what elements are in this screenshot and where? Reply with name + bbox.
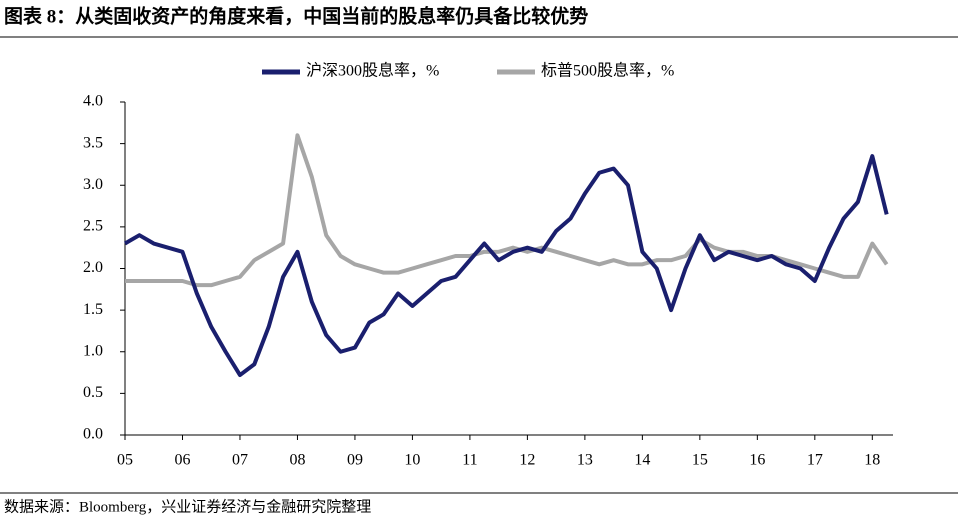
y-tick-label: 1.5: [83, 301, 103, 318]
series-line: [123, 154, 889, 378]
x-tick-label: 07: [232, 452, 248, 469]
x-tick-label: 14: [634, 452, 650, 469]
y-tick-label: 3.5: [83, 134, 103, 151]
y-tick-label: 0.0: [83, 426, 103, 443]
x-tick-label: 11: [462, 452, 477, 469]
y-tick-label: 0.5: [83, 384, 103, 401]
x-tick-label: 15: [692, 452, 708, 469]
y-tick-label: 2.0: [83, 259, 103, 276]
x-tick-label: 10: [404, 452, 420, 469]
chart-title: 图表 8：从类固收资产的角度来看，中国当前的股息率仍具备比较优势: [4, 4, 588, 27]
y-tick-label: 3.0: [83, 176, 103, 193]
x-tick-label: 05: [117, 452, 133, 469]
y-tick-label: 2.5: [83, 218, 103, 235]
x-tick-label: 09: [347, 452, 363, 469]
x-tick-label: 18: [864, 452, 880, 469]
source: 数据来源：Bloomberg，兴业证券经济与金融研究院整理: [4, 497, 371, 515]
x-tick-label: 13: [577, 452, 593, 469]
legend-label: 标普500股息率，%: [541, 62, 674, 80]
x-tick-label: 16: [749, 452, 765, 469]
legend-label: 沪深300股息率，%: [306, 62, 439, 80]
x-tick-label: 17: [807, 452, 823, 469]
y-tick-label: 4.0: [83, 93, 103, 110]
y-tick-label: 1.0: [83, 342, 103, 359]
series-line: [125, 133, 889, 288]
x-tick-label: 08: [289, 452, 305, 469]
x-tick-label: 06: [174, 452, 190, 469]
x-tick-label: 12: [519, 452, 535, 469]
